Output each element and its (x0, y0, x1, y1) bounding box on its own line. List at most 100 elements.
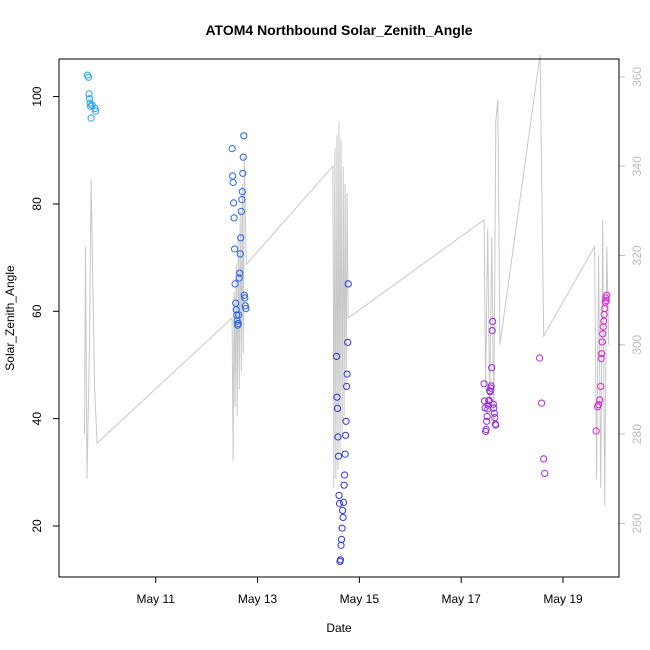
data-point (540, 455, 548, 463)
y-tick-label: 40 (30, 412, 44, 426)
data-point (240, 291, 248, 299)
data-point (87, 114, 95, 122)
data-point (492, 421, 500, 429)
data-point (541, 469, 549, 477)
secondary-line-layer (84, 54, 610, 506)
data-point (334, 433, 342, 441)
data-point (342, 417, 350, 425)
axes-layer: May 11 May 13 May 15 May 17 May 19 20 40 60 80 10… (30, 67, 644, 606)
x-tick-label: May 13 (238, 592, 278, 606)
data-point (242, 305, 250, 313)
data-point (481, 397, 489, 405)
data-point (228, 145, 236, 153)
chart-title: ATOM4 Northbound Solar_Zenith_Angle (205, 22, 472, 38)
data-point (344, 280, 352, 288)
data-point (536, 354, 544, 362)
data-point (601, 298, 609, 306)
data-point (240, 132, 248, 140)
data-point (238, 188, 246, 196)
data-point (238, 196, 246, 204)
y2-tick-label: 300 (630, 334, 644, 354)
data-point (334, 452, 343, 460)
data-point (538, 399, 546, 407)
data-point (231, 280, 239, 288)
data-point (597, 382, 605, 390)
data-point (488, 327, 496, 335)
data-point (602, 297, 610, 305)
data-point (84, 73, 93, 81)
y-axis-label: Solar_Zenith_Angle (3, 265, 17, 371)
data-point (87, 102, 95, 110)
data-point (341, 471, 349, 479)
data-point (483, 417, 491, 425)
y2-tick-label: 360 (630, 67, 644, 87)
data-point (86, 99, 94, 107)
data-point (236, 250, 244, 258)
data-point (342, 431, 350, 439)
data-point (490, 409, 498, 417)
y-tick-label: 20 (30, 519, 44, 533)
data-point (603, 291, 611, 299)
data-point (239, 169, 247, 177)
data-point (85, 90, 93, 98)
data-point (339, 513, 347, 522)
y-tick-label: 60 (30, 304, 44, 318)
data-point (599, 330, 607, 338)
data-point (235, 274, 243, 282)
data-point (598, 350, 606, 358)
data-point (333, 404, 342, 412)
data-point (490, 404, 498, 412)
y2-tick-label: 340 (630, 156, 644, 176)
data-point (236, 269, 244, 277)
data-point (343, 382, 351, 390)
data-point (231, 245, 239, 253)
data-point (85, 95, 94, 103)
data-point (489, 317, 497, 326)
data-point (484, 401, 492, 409)
data-point (333, 393, 341, 401)
data-point (239, 153, 247, 161)
data-point (91, 104, 99, 113)
data-point (92, 107, 100, 115)
data-point (343, 370, 351, 378)
x-tick-label: May 11 (136, 592, 175, 606)
data-point (339, 506, 347, 514)
data-point (230, 214, 238, 222)
data-point (485, 396, 493, 404)
data-point (336, 556, 345, 564)
data-point (598, 338, 606, 346)
data-point (335, 491, 343, 499)
x-tick-label: May 17 (442, 592, 482, 606)
data-point (480, 380, 488, 388)
x-tick-label: May 19 (543, 592, 583, 606)
data-point (596, 396, 604, 404)
y2-tick-label: 320 (630, 245, 644, 265)
data-point (488, 364, 496, 372)
y-tick-label: 80 (30, 197, 44, 211)
y2-tick-label: 280 (630, 424, 644, 444)
data-point (332, 352, 341, 360)
data-point (337, 535, 346, 544)
data-point (230, 199, 238, 207)
data-point (482, 425, 490, 433)
x-tick-label: May 15 (340, 592, 380, 606)
data-point (235, 311, 243, 319)
data-point (595, 401, 603, 409)
data-point (341, 450, 349, 458)
data-point (487, 382, 495, 390)
data-point (237, 207, 245, 215)
data-point (229, 178, 237, 187)
y-tick-label: 100 (30, 86, 44, 106)
data-point (489, 400, 497, 408)
data-point (338, 524, 346, 532)
secondary-trace-line (84, 54, 610, 506)
data-point (237, 234, 245, 242)
data-point (234, 320, 242, 328)
data-point (241, 294, 249, 302)
data-point (241, 302, 249, 310)
data-point (335, 499, 344, 508)
y2-tick-label: 260 (630, 513, 644, 533)
data-point (592, 427, 600, 435)
plot-frame (58, 58, 620, 578)
